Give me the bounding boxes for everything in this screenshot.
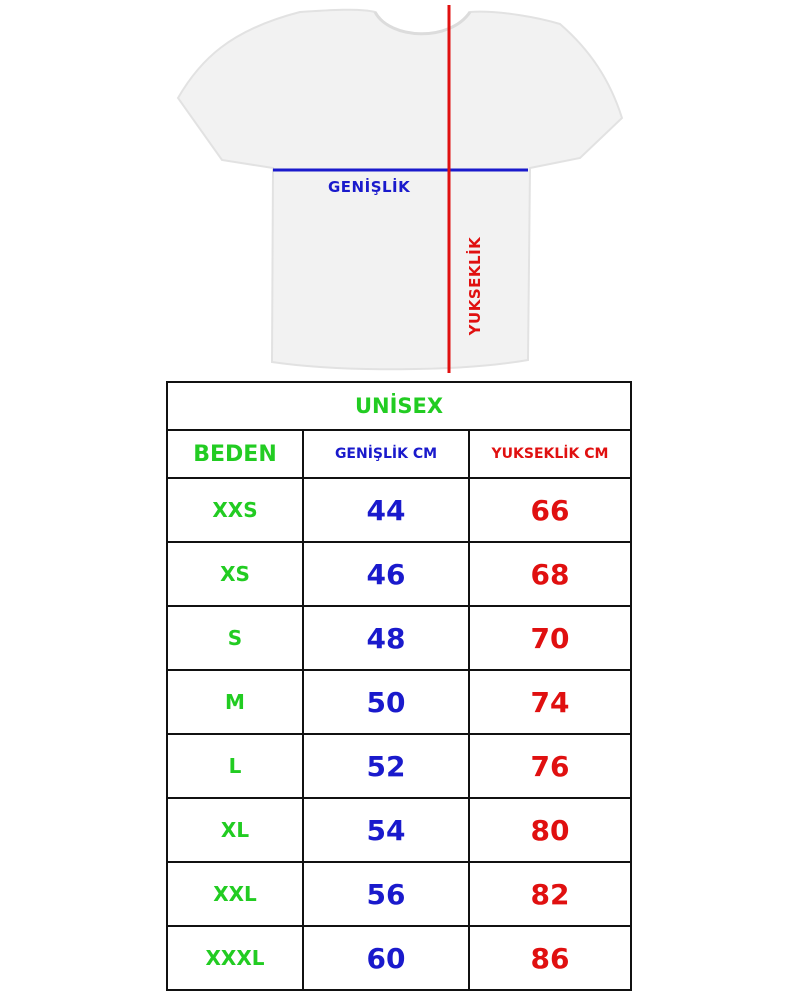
cell-height: 74 (468, 669, 632, 735)
cell-height: 80 (468, 797, 632, 863)
cell-size: XXL (166, 861, 304, 927)
height-label: YUKSEKLİK (466, 236, 484, 336)
cell-height: 70 (468, 605, 632, 671)
table-row: M 50 74 (166, 669, 632, 735)
cell-height: 82 (468, 861, 632, 927)
cell-width: 52 (302, 733, 470, 799)
table-row: XS 46 68 (166, 541, 632, 607)
cell-width: 56 (302, 861, 470, 927)
header-row: BEDEN GENİŞLİK CM YUKSEKLİK CM (166, 429, 632, 479)
table-row: L 52 76 (166, 733, 632, 799)
header-width: GENİŞLİK CM (302, 429, 470, 479)
cell-width: 54 (302, 797, 470, 863)
cell-size: XS (166, 541, 304, 607)
cell-height: 66 (468, 477, 632, 543)
cell-size: M (166, 669, 304, 735)
cell-width: 44 (302, 477, 470, 543)
t-shirt-diagram (176, 5, 624, 373)
cell-width: 48 (302, 605, 470, 671)
cell-width: 60 (302, 925, 470, 991)
cell-size: S (166, 605, 304, 671)
cell-height: 86 (468, 925, 632, 991)
cell-width: 46 (302, 541, 470, 607)
table-row: XXXL 60 86 (166, 925, 632, 991)
header-size: BEDEN (166, 429, 304, 479)
table-row: S 48 70 (166, 605, 632, 671)
cell-height: 68 (468, 541, 632, 607)
cell-size: L (166, 733, 304, 799)
cell-size: XXS (166, 477, 304, 543)
cell-width: 50 (302, 669, 470, 735)
width-label: GENİŞLİK (328, 178, 411, 196)
cell-size: XXXL (166, 925, 304, 991)
cell-size: XL (166, 797, 304, 863)
cell-height: 76 (468, 733, 632, 799)
table-title: UNİSEX (166, 381, 632, 431)
table-row: XXS 44 66 (166, 477, 632, 543)
header-height: YUKSEKLİK CM (468, 429, 632, 479)
table-row: XL 54 80 (166, 797, 632, 863)
table-row: XXL 56 82 (166, 861, 632, 927)
size-table: UNİSEX BEDEN GENİŞLİK CM YUKSEKLİK CM XX… (166, 381, 632, 991)
